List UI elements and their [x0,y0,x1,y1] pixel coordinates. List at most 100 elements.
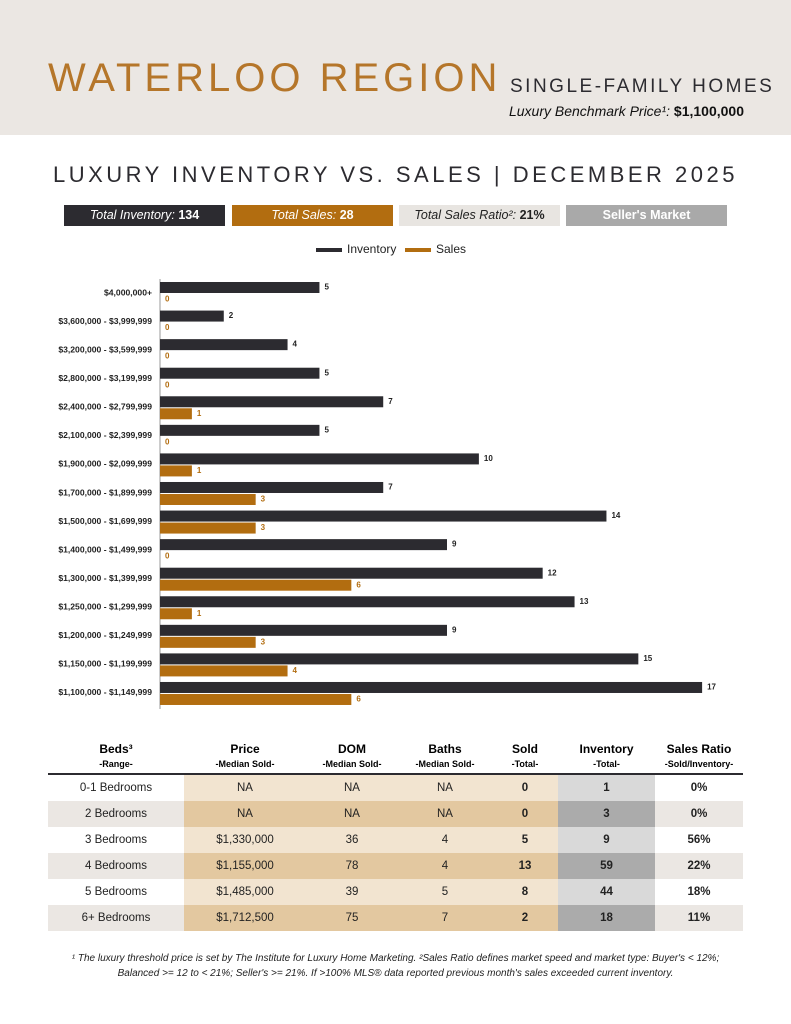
table-cell: 3 Bedrooms [48,827,184,853]
column-name: Sold [512,741,538,756]
value-label: 4 [293,666,298,675]
value-label: 1 [197,409,202,418]
table-cell: 78 [306,853,398,879]
value-label: 6 [356,580,361,589]
category-label: $1,100,000 - $1,149,999 [58,687,152,697]
category-label: $3,200,000 - $3,599,999 [58,344,152,354]
category-label: $1,700,000 - $1,899,999 [58,487,152,497]
bar [160,453,479,465]
value-label: 5 [324,425,329,434]
bar [160,596,575,608]
value-label: 1 [197,609,202,618]
table-cell: 5 Bedrooms [48,879,184,905]
value-label: 0 [165,380,170,389]
bar [160,493,256,505]
column-header: Beds³ -Range- [48,740,184,775]
table-cell: 0 [492,774,558,801]
column-header: Baths -Median Sold- [398,740,492,775]
table-cell: 56% [655,827,743,853]
column-header: Sold -Total- [492,740,558,775]
table-cell: 9 [558,827,655,853]
category-label: $1,250,000 - $1,299,999 [58,602,152,612]
chart-title: LUXURY INVENTORY VS. SALES | DECEMBER 20… [52,162,738,187]
category-label: $1,150,000 - $1,199,999 [58,659,152,669]
column-header: Sales Ratio -Sold/Inventory- [655,740,743,775]
category-label: $1,200,000 - $1,249,999 [58,630,152,640]
category-label: $2,400,000 - $2,799,999 [58,402,152,412]
table-cell: 4 [398,853,492,879]
category-label: $4,000,000+ [104,287,152,297]
table-row: 3 Bedrooms $1,330,000 36 4 5 9 56% [48,827,743,853]
table-cell: 0% [655,801,743,827]
table-cell: 3 [558,801,655,827]
table-cell: 75 [306,905,398,931]
table-cell: NA [306,774,398,801]
bar [160,367,320,379]
value-label: 14 [611,511,620,520]
table-cell: 13 [492,853,558,879]
value-label: 7 [388,397,393,406]
table-cell: 5 [398,879,492,905]
category-label: $3,600,000 - $3,999,999 [58,316,152,326]
stat-label: Total Sales Ratio²: [414,208,517,222]
region-title: WATERLOO REGION [48,56,502,100]
table-cell: $1,330,000 [184,827,306,853]
value-label: 1 [197,466,202,475]
stat-value: 134 [178,208,200,222]
category-label: $1,900,000 - $2,099,999 [58,459,152,469]
bar [160,510,607,522]
value-label: 0 [165,437,170,446]
benchmark-value: $1,100,000 [673,103,744,119]
header-band [0,0,791,135]
stat-box: Total Sales Ratio²: 21% [399,205,560,226]
table-cell: 1 [558,774,655,801]
stat-label: Total Inventory: [89,208,175,222]
value-label: 12 [548,568,557,577]
table-row: 2 Bedrooms NA NA NA 0 3 0% [48,801,743,827]
table-cell: 18% [655,879,743,905]
bar [160,424,320,436]
stats-table: Beds³ -Range- Price -Median Sold- DOM -Median… [48,740,743,931]
category-label: $1,400,000 - $1,499,999 [58,544,152,554]
stat-box: Total Inventory: 134 [64,205,225,226]
bar [160,624,447,636]
bar [160,481,384,493]
table-cell: NA [306,801,398,827]
value-label: 0 [165,295,170,304]
stat-value: 21% [519,208,545,222]
bar [160,339,288,351]
column-name: Beds³ [99,741,133,756]
table-cell: NA [398,801,492,827]
stat-label: Total Sales: [271,208,337,222]
table-row: 6+ Bedrooms $1,712,500 75 7 2 18 11% [48,905,743,931]
table-cell: $1,485,000 [184,879,306,905]
bar [160,465,192,477]
bar [160,653,639,665]
column-sub: -Total- [511,758,539,769]
table-cell: 22% [655,853,743,879]
table-cell: 59 [558,853,655,879]
bar [160,681,703,693]
column-sub: -Total- [593,758,620,769]
bar [160,636,256,648]
bar [160,408,192,420]
chart: Inventory Sales $4,000,000+ 5 0 $3,600,000 - … [58,242,717,709]
table-cell: 8 [492,879,558,905]
bar [160,608,192,620]
market-type: Seller's Market [602,208,691,222]
category-label: $2,800,000 - $3,199,999 [58,373,152,383]
bar [160,665,288,677]
column-name: DOM [338,741,366,756]
value-label: 3 [261,523,266,532]
bar [160,579,352,591]
bar [160,396,384,408]
column-name: Sales Ratio [666,741,732,756]
column-name: Baths [428,741,462,756]
table-row: 5 Bedrooms $1,485,000 39 5 8 44 18% [48,879,743,905]
table-cell: 0 [492,801,558,827]
value-label: 3 [261,637,266,646]
value-label: 3 [261,495,266,504]
table-cell: 5 [492,827,558,853]
legend-swatch [316,248,342,252]
